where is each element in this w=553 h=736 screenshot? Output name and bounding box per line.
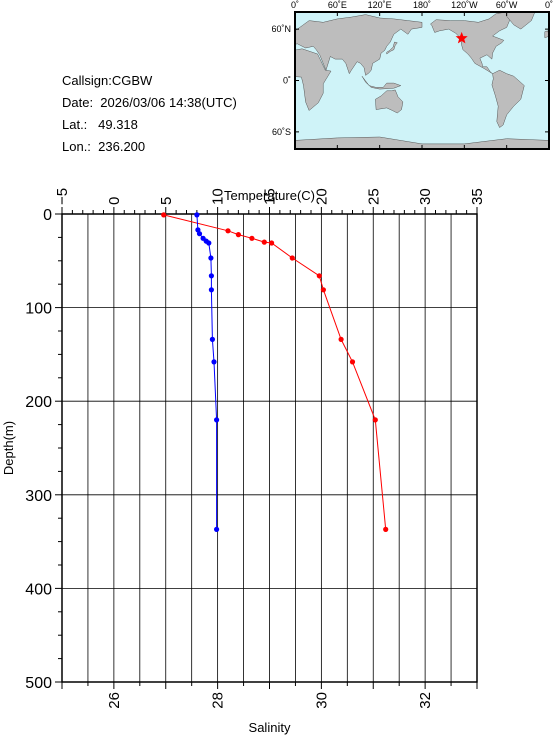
salinity-point [196,231,203,237]
map-lat-label: 60˚N [271,24,291,34]
date-text: Date: 2026/03/06 14:38(UTC) [62,95,237,110]
temperature-point [289,255,295,261]
temperature-point [316,273,322,279]
temperature-tick-label: 0 [106,197,123,205]
temperature-point [225,228,231,234]
map-lon-label: 60˚E [328,0,347,10]
map-lon-label: 180˚ [413,0,431,10]
temperature-point [383,526,389,533]
map-lon-label: 60˚W [496,0,518,10]
salinity-point [208,255,214,261]
depth-axis-title: Depth(m) [1,421,16,475]
map-lat-label: 60˚S [272,127,291,137]
longitude-text: Lon.: 236.200 [62,139,146,154]
latitude-text: Lat.: 49.318 [62,117,138,132]
indonesia-islands [361,76,402,90]
south-america-landmass [491,69,525,128]
temperature-point [249,235,255,241]
depth-tick-label: 100 [25,301,52,318]
salinity-tick-label: 28 [210,692,227,709]
greenland-landmass [506,12,536,30]
uk-islands [544,30,549,39]
temperature-tick-label: 20 [313,188,330,205]
salinity-point [211,359,217,365]
depth-tick-label: 0 [43,207,52,224]
salinity-point [208,273,214,279]
antarctica-landmass [295,136,549,149]
australia-landmass [375,89,404,114]
plot-frame [61,213,478,683]
map-land-group [295,12,549,149]
temperature-point [261,239,267,245]
map-lon-label: 120˚E [368,0,392,10]
eurasia-landmass [295,14,423,76]
temperature-tick-label: 35 [469,188,486,205]
salinity-point [194,212,200,218]
temperature-tick-label: −5 [54,188,71,205]
map-lat-label: 0˚ [283,76,291,86]
salinity-tick-label: 32 [417,692,434,709]
depth-tick-label: 200 [25,394,52,411]
salinity-tick-label: 30 [313,692,330,709]
depth-tick-label: 400 [25,581,52,598]
location-map: 0˚ 60˚E 120˚E 180˚ 120˚W 60˚W 0˚ 60˚N 0˚ 60˚S [271,0,553,150]
temperature-point [338,336,344,342]
temperature-tick-label: 30 [417,188,434,205]
temperature-tick-label: 5 [158,197,175,205]
japan-islands [386,41,398,55]
temperature-axis-title: Temperature(C) [224,188,315,203]
salinity-point [214,417,220,423]
temperature-point [320,287,326,293]
salinity-axis-title: Salinity [249,720,291,735]
salinity-point [206,240,212,246]
temperature-point [235,232,241,238]
temperature-point [161,212,167,218]
temperature-tick-label: 10 [210,188,227,205]
depth-tick-label: 500 [25,675,52,692]
temperature-point [349,359,356,365]
salinity-point [209,336,215,342]
depth-tick-label: 300 [25,488,52,505]
salinity-point [214,526,220,533]
salinity-tick-label: 26 [106,692,123,709]
temperature-point [269,240,275,246]
temperature-point [372,417,378,423]
map-lon-label: 120˚W [451,0,478,10]
map-lon-label: 0˚ [291,0,299,10]
station-marker-star [455,31,468,44]
north-america-landmass [430,12,511,74]
callsign-text: Callsign:CGBW [62,73,153,88]
temperature-tick-label: 15 [262,188,279,205]
temperature-tick-label: 25 [365,188,382,205]
salinity-point [208,287,214,293]
map-lon-label: 0˚ [545,0,553,10]
